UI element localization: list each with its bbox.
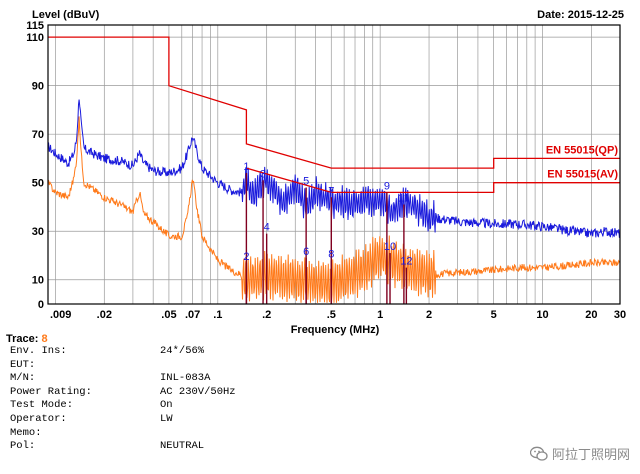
info-value: 24*/56%	[160, 345, 205, 357]
x-tick-label: .009	[50, 309, 71, 321]
emi-chart: Level (dBuV) Date: 2015-12-25 0 10 30 50 70 9…	[26, 9, 626, 336]
limit-label-qp: EN 55015(QP)	[546, 144, 618, 156]
info-key: EUT:	[10, 358, 36, 371]
info-value: NEUTRAL	[160, 440, 205, 453]
x-tick-label: 30	[614, 309, 626, 321]
info-key: Operator:	[10, 412, 67, 425]
info-row: Memo:	[6, 427, 636, 441]
marker-label: 11	[398, 193, 409, 205]
info-row: Test Mode: On	[6, 399, 636, 413]
info-key: Power Rating:	[10, 385, 92, 398]
limit-label-av: EN 55015(AV)	[547, 169, 618, 181]
marker-label: 4	[264, 222, 270, 234]
marker-label: 6	[303, 246, 309, 258]
info-value: INL-083A	[160, 372, 211, 385]
info-row: M/N: INL-083A	[6, 372, 636, 386]
info-rows: Env. Ins: 24*/56% EUT: M/N: INL-083A Power Ra…	[6, 345, 636, 454]
x-tick-label: .05	[161, 309, 176, 321]
info-value: LW	[160, 412, 173, 425]
trace-value: 8	[41, 333, 48, 345]
limit-line-av	[246, 167, 620, 194]
marker-label: 9	[384, 180, 390, 192]
series-layer	[47, 99, 621, 303]
x-tick-label: .2	[262, 309, 271, 321]
info-row: Power Rating: AC 230V/50Hz	[6, 386, 636, 400]
marker-label: 1	[243, 161, 249, 173]
y-tick-label: 30	[32, 226, 44, 238]
info-key: Env. Ins:	[10, 345, 67, 357]
marker-label: 2	[243, 251, 249, 263]
x-tick-label: .02	[97, 309, 112, 321]
wechat-icon	[529, 446, 548, 461]
watermark: 阿拉丁照明网	[529, 444, 630, 463]
x-tick-label: 20	[585, 309, 597, 321]
marker-label: 3	[260, 168, 266, 180]
plot-frame	[47, 24, 621, 305]
x-tick-label: 10	[536, 309, 548, 321]
x-tick-labels: .009 .02 .05 .07 .1 .2 .5 1 2 5 10 20 30	[50, 309, 626, 321]
info-value: AC 230V/50Hz	[160, 385, 236, 398]
y-tick-label: 0	[38, 299, 44, 311]
y-tick-label: 50	[32, 178, 44, 190]
series-qp-trace	[47, 99, 621, 239]
info-row: Pol: NEUTRAL	[6, 440, 636, 454]
marker-label: 10	[384, 241, 396, 253]
marker-label: 12	[400, 256, 412, 268]
x-tick-label: .5	[327, 309, 336, 321]
info-row: EUT:	[6, 359, 636, 373]
info-key: Test Mode:	[10, 399, 74, 412]
limit-line-qp	[48, 36, 620, 169]
x-tick-label: 1	[377, 309, 383, 321]
info-row: Operator: LW	[6, 413, 636, 427]
trace-label: Trace:	[6, 333, 39, 345]
y-tick-label: 90	[32, 81, 44, 93]
x-tick-label: 5	[491, 309, 497, 321]
y-tick-label: 110	[26, 32, 44, 44]
y-axis-title: Level (dBuV)	[32, 9, 100, 21]
y-tick-label: 115	[26, 20, 44, 32]
x-axis-title: Frequency (MHz)	[291, 324, 380, 336]
trace-line: Trace: 8	[6, 333, 636, 345]
info-key: M/N:	[10, 372, 36, 385]
marker-label: 8	[328, 248, 334, 260]
watermark-text: 阿拉丁照明网	[551, 448, 630, 463]
y-tick-label: 70	[32, 129, 44, 141]
info-value: On	[160, 399, 173, 412]
info-key: Pol:	[10, 440, 36, 453]
limit-layer: EN 55015(QP) EN 55015(AV)	[48, 36, 620, 194]
series-av-trace	[47, 116, 621, 303]
x-tick-label: .1	[213, 309, 222, 321]
marker-label: 5	[303, 176, 309, 188]
info-panel: Trace: 8 Env. Ins: 24*/56% EUT: M/N: INL-083…	[6, 333, 636, 454]
date-label: Date: 2015-12-25	[537, 9, 624, 21]
info-row: Env. Ins: 24*/56%	[6, 345, 636, 359]
info-key: Memo:	[10, 426, 42, 439]
marker-label: 7	[328, 185, 334, 197]
x-tick-label: 2	[426, 309, 432, 321]
x-tick-label: .07	[185, 309, 200, 321]
y-tick-label: 10	[32, 275, 44, 287]
